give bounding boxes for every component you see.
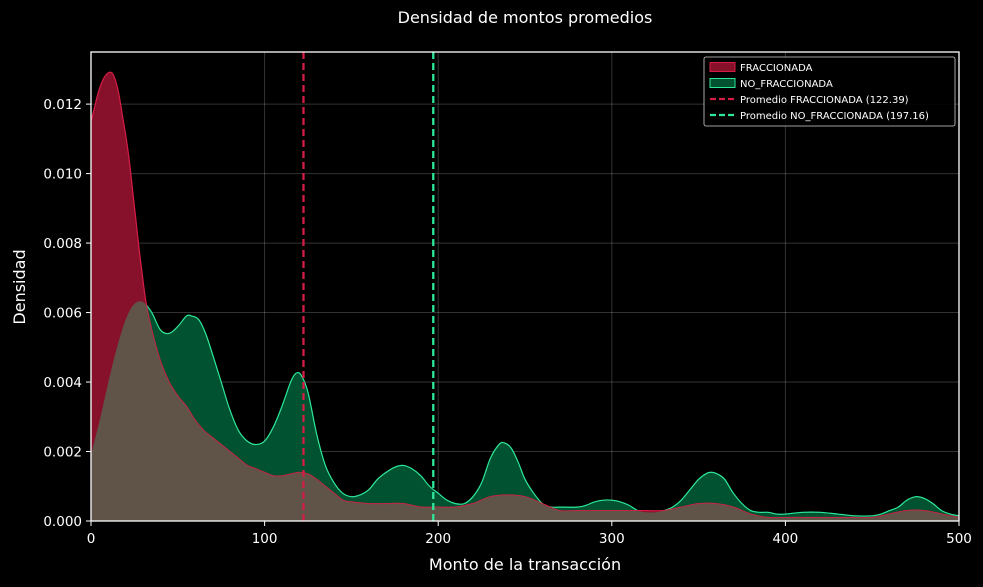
no-fraccionada-density-line [91,300,959,517]
fraccionada-density-outline [91,71,959,519]
x-tick-label: 0 [87,531,96,547]
x-tick-label: 500 [946,531,972,547]
legend-item: FRACCIONADA [709,62,813,74]
y-tick-label: 0.004 [43,375,82,391]
legend-item: NO_FRACCIONADA [709,78,833,90]
legend-label: Promedio FRACCIONADA (122.39) [740,95,909,106]
x-tick-label: 200 [425,531,451,547]
y-tick-label: 0.012 [43,97,82,113]
x-axis-label: Monto de la transacción [429,555,621,574]
plot-frame [90,51,960,522]
legend-box [703,56,956,127]
legend-label: NO_FRACCIONADA [740,79,833,90]
legend-swatch [709,62,736,72]
legend-item: Promedio FRACCIONADA (122.39) [710,95,909,106]
legend-label: FRACCIONADA [740,63,813,74]
x-tick-label: 100 [252,531,278,547]
plot-area [91,52,959,521]
y-tick-label: 0.006 [43,306,82,322]
y-tick-label: 0.002 [43,445,82,461]
legend-label: Promedio NO_FRACCIONADA (197.16) [740,111,929,122]
x-tick-label: 400 [773,531,799,547]
overlap-area [91,301,959,521]
y-axis-label: Densidad [10,249,29,324]
legend: FRACCIONADA NO_FRACCIONADA Promedio FRACCI… [703,56,956,127]
legend-item: Promedio NO_FRACCIONADA (197.16) [710,111,929,122]
no-fraccionada-density-area [91,301,959,521]
y-tick-label: 0.010 [43,167,82,183]
legend-swatch [709,78,736,88]
axis-ticks: 0 100 200 300 400 500 0.000 0.002 0.004 0.006 0.00… [43,97,972,547]
y-tick-label: 0.000 [43,514,82,530]
chart-title: Densidad de montos promedios [398,8,653,27]
x-tick-label: 300 [599,531,625,547]
y-tick-label: 0.008 [43,236,82,252]
